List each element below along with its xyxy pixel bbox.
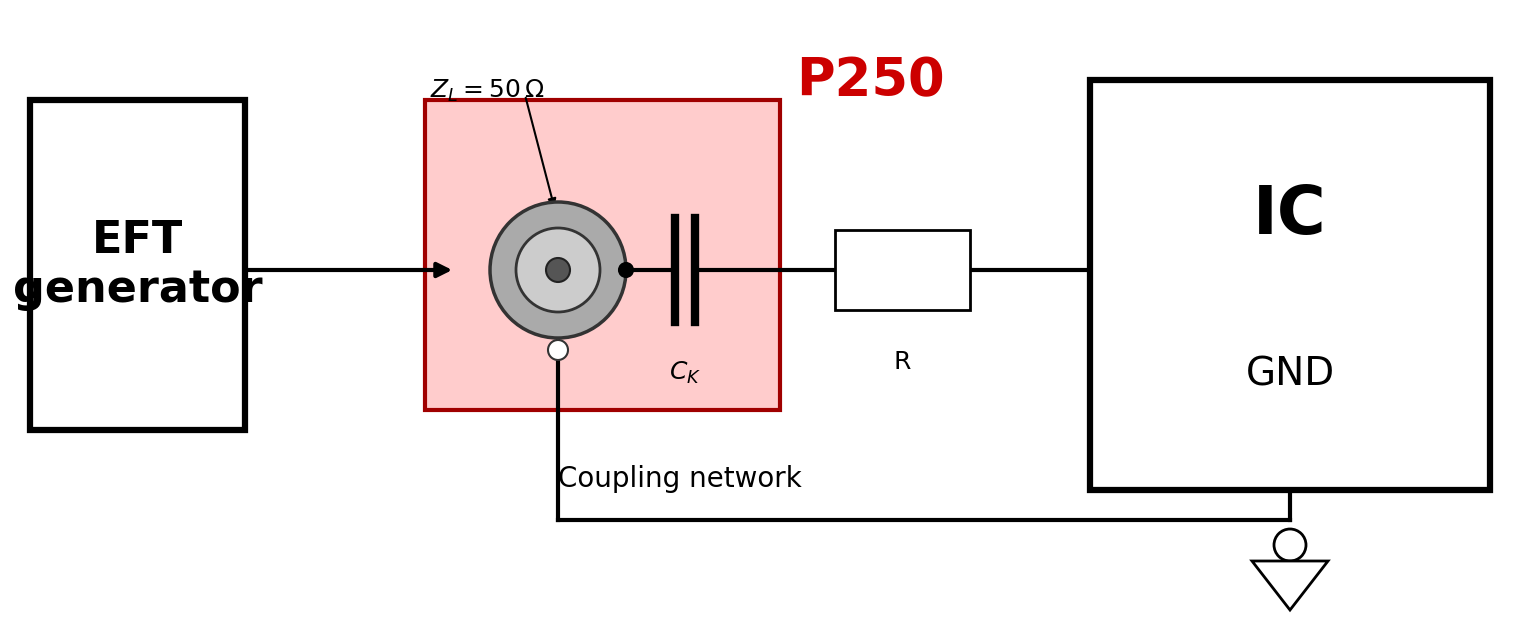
- Text: IC: IC: [1253, 182, 1327, 248]
- Circle shape: [1274, 529, 1306, 561]
- Bar: [836, 230, 970, 310]
- Text: EFT
generator: EFT generator: [12, 218, 262, 311]
- Text: $Z_L = 50\,\Omega$: $Z_L = 50\,\Omega$: [431, 78, 545, 104]
- Bar: [30, 100, 245, 430]
- Polygon shape: [1253, 561, 1329, 610]
- Circle shape: [516, 228, 600, 312]
- Text: R: R: [893, 350, 910, 374]
- Bar: [1090, 80, 1490, 490]
- Bar: [425, 100, 779, 410]
- Circle shape: [546, 258, 571, 282]
- Text: P250: P250: [796, 55, 944, 107]
- Text: Coupling network: Coupling network: [559, 465, 802, 493]
- Circle shape: [548, 340, 568, 360]
- Text: $C_K$: $C_K$: [670, 360, 702, 386]
- Circle shape: [490, 202, 626, 338]
- Circle shape: [619, 263, 633, 277]
- Text: GND: GND: [1245, 356, 1335, 394]
